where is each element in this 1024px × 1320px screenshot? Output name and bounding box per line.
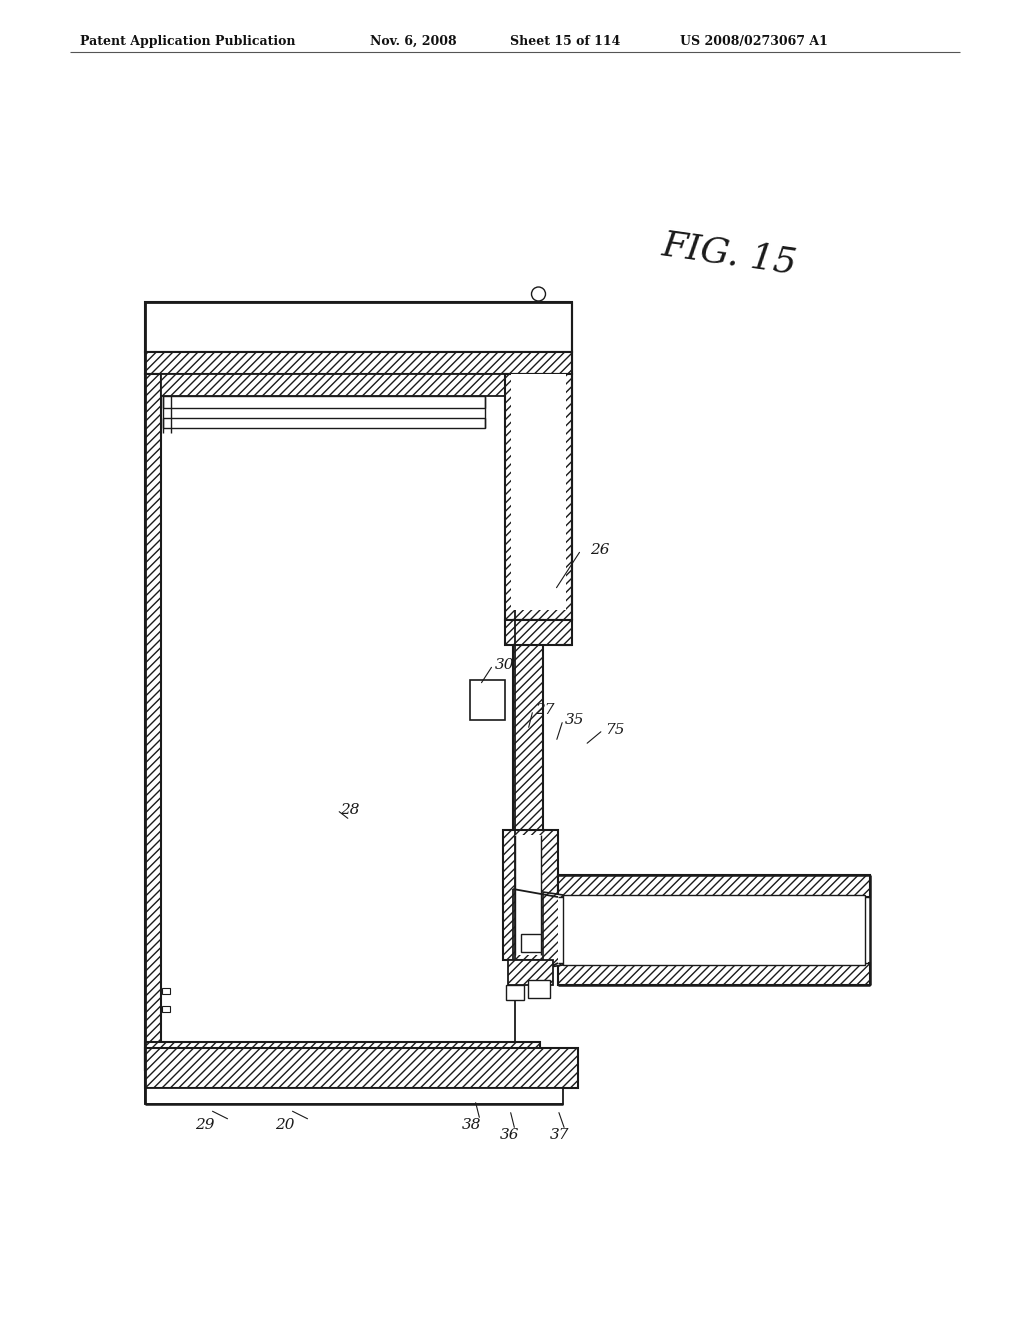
Text: FIG. 15: FIG. 15 [660,227,800,280]
Text: 75: 75 [605,723,625,737]
Polygon shape [543,892,563,968]
Text: 29: 29 [195,1118,214,1133]
Bar [145,1048,578,1088]
Bar [503,830,558,960]
Bar [506,985,524,1001]
Bar [513,620,543,890]
Text: 35: 35 [565,713,585,727]
Bar [528,979,550,998]
Bar [515,836,541,954]
Bar [163,396,485,408]
Bar [505,620,572,645]
Bar [511,374,566,610]
Bar [558,964,870,985]
Bar [145,1071,540,1088]
Text: Nov. 6, 2008: Nov. 6, 2008 [370,36,457,48]
Bar [520,935,541,952]
Bar [558,875,870,898]
Bar [558,898,868,964]
Text: 38: 38 [462,1118,481,1133]
Text: Sheet 15 of 114: Sheet 15 of 114 [510,36,621,48]
Bar [145,1088,563,1104]
Text: Patent Application Publication: Patent Application Publication [80,36,296,48]
Bar [162,1006,170,1012]
Text: 37: 37 [550,1129,569,1142]
Bar [505,374,572,620]
Text: 20: 20 [275,1118,295,1133]
Bar [163,418,485,428]
Text: US 2008/0273067 A1: US 2008/0273067 A1 [680,36,827,48]
Bar [508,960,553,985]
Bar [162,987,170,994]
Bar [563,895,865,965]
Bar [145,352,572,374]
Bar [161,374,515,396]
Text: 26: 26 [590,543,609,557]
Bar [145,1041,540,1071]
Bar [145,302,572,352]
Text: 28: 28 [340,803,359,817]
Text: 27: 27 [535,704,555,717]
Text: 30: 30 [495,657,514,672]
Bar [470,680,505,719]
Text: 36: 36 [500,1129,519,1142]
Bar [145,374,161,1071]
